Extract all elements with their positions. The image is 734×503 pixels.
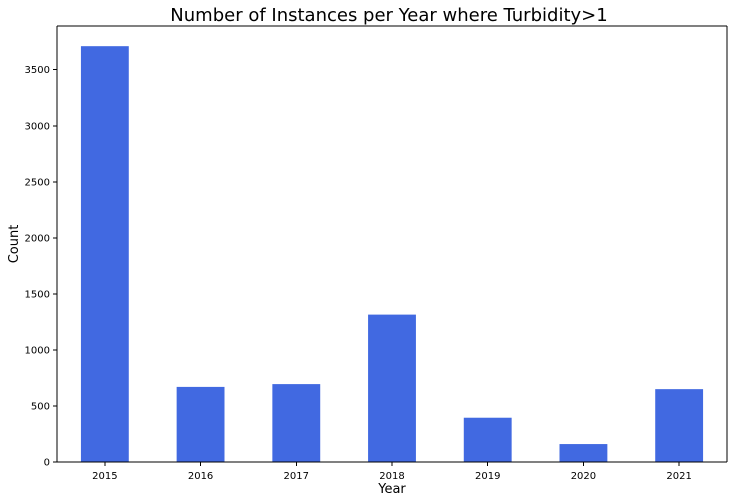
y-tick-label: 1500 <box>25 289 50 300</box>
chart-title: Number of Instances per Year where Turbi… <box>170 5 607 26</box>
plot-area: 0 500 1000 1500 2000 2500 3000 3500 2015 2016 2017… <box>25 46 704 482</box>
y-tick-label: 2000 <box>25 233 50 244</box>
bar-2017 <box>272 384 321 462</box>
bar-2021 <box>655 389 704 462</box>
y-tick-label: 0 <box>44 458 50 469</box>
bar-2016 <box>176 386 225 462</box>
bar-2015 <box>80 46 129 463</box>
bar-2019 <box>463 417 512 462</box>
x-tick-label-2017: 2017 <box>284 471 309 482</box>
x-tick-label-2018: 2018 <box>379 471 404 482</box>
y-tick-label: 500 <box>31 401 50 412</box>
x-tick-label-2020: 2020 <box>571 471 596 482</box>
x-tick-label-2019: 2019 <box>475 471 500 482</box>
y-axis-label: Count <box>7 225 22 264</box>
y-tick-label: 1000 <box>25 345 50 356</box>
x-axis-label: Year <box>377 482 406 497</box>
x-tick-label-2016: 2016 <box>188 471 213 482</box>
x-tick-label-2021: 2021 <box>666 471 691 482</box>
y-tick-label: 3500 <box>25 65 50 76</box>
bar-2018 <box>368 314 416 462</box>
y-tick-label: 2500 <box>25 177 50 188</box>
bar-2020 <box>559 444 608 462</box>
x-tick-label-2015: 2015 <box>92 471 117 482</box>
y-tick-label: 3000 <box>25 121 50 132</box>
